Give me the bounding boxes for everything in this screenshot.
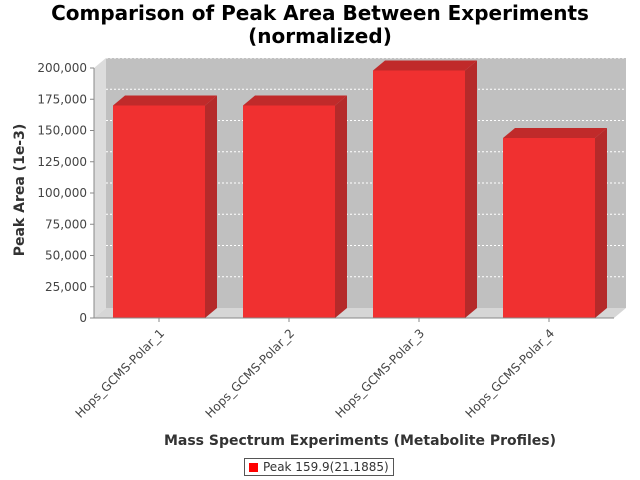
y-axis-ticks: 0 25,000 50,000 75,000 100,000 125,000 150,000… <box>37 61 94 325</box>
bar-top <box>243 95 347 106</box>
bar-top <box>113 95 217 106</box>
bar-top <box>503 128 607 138</box>
bar-front <box>373 70 465 318</box>
x-tick-label: Hops_GCMS-Polar_2 <box>203 326 297 420</box>
bar-front <box>503 138 595 318</box>
x-tick-label: Hops_GCMS-Polar_3 <box>333 326 427 420</box>
legend-label: Peak 159.9(21.1885) <box>263 460 389 474</box>
y-tick-label: 150,000 <box>37 124 87 138</box>
y-tick-label: 200,000 <box>37 61 87 75</box>
y-tick-label: 0 <box>79 311 87 325</box>
chart-title: Comparison of Peak Area Between Experime… <box>0 2 640 48</box>
chart-title-line-1: Comparison of Peak Area Between Experime… <box>51 1 589 25</box>
plot-left-wall <box>94 58 106 318</box>
bar-side <box>205 95 217 318</box>
chart-title-line-2: (normalized) <box>248 24 392 48</box>
y-tick-label: 100,000 <box>37 186 87 200</box>
y-tick-label: 50,000 <box>45 249 87 263</box>
bar-front <box>243 105 335 318</box>
bar-top <box>373 60 477 71</box>
bars <box>113 60 607 318</box>
plot-floor <box>94 308 626 318</box>
y-axis-label: Peak Area (1e-3) <box>12 124 28 257</box>
bar-side <box>465 60 477 318</box>
bar <box>373 60 477 318</box>
y-tick-label: 125,000 <box>37 155 87 169</box>
x-tick-label: Hops_GCMS-Polar_1 <box>73 326 167 420</box>
legend: Peak 159.9(21.1885) <box>244 458 394 476</box>
legend-swatch <box>249 462 258 472</box>
bar-side <box>595 128 607 318</box>
x-axis-label: Mass Spectrum Experiments (Metabolite Pr… <box>164 433 556 449</box>
bar-front <box>113 105 205 318</box>
y-tick-label: 25,000 <box>45 280 87 294</box>
bar <box>113 95 217 318</box>
bar <box>503 128 607 318</box>
x-axis-ticks: Hops_GCMS-Polar_1 Hops_GCMS-Polar_2 Hops_G… <box>73 318 557 421</box>
y-tick-label: 75,000 <box>45 217 87 231</box>
bar <box>243 95 347 318</box>
bar-side <box>335 95 347 318</box>
y-tick-label: 175,000 <box>37 92 87 106</box>
x-tick-label: Hops_GCMS-Polar_4 <box>463 326 557 420</box>
